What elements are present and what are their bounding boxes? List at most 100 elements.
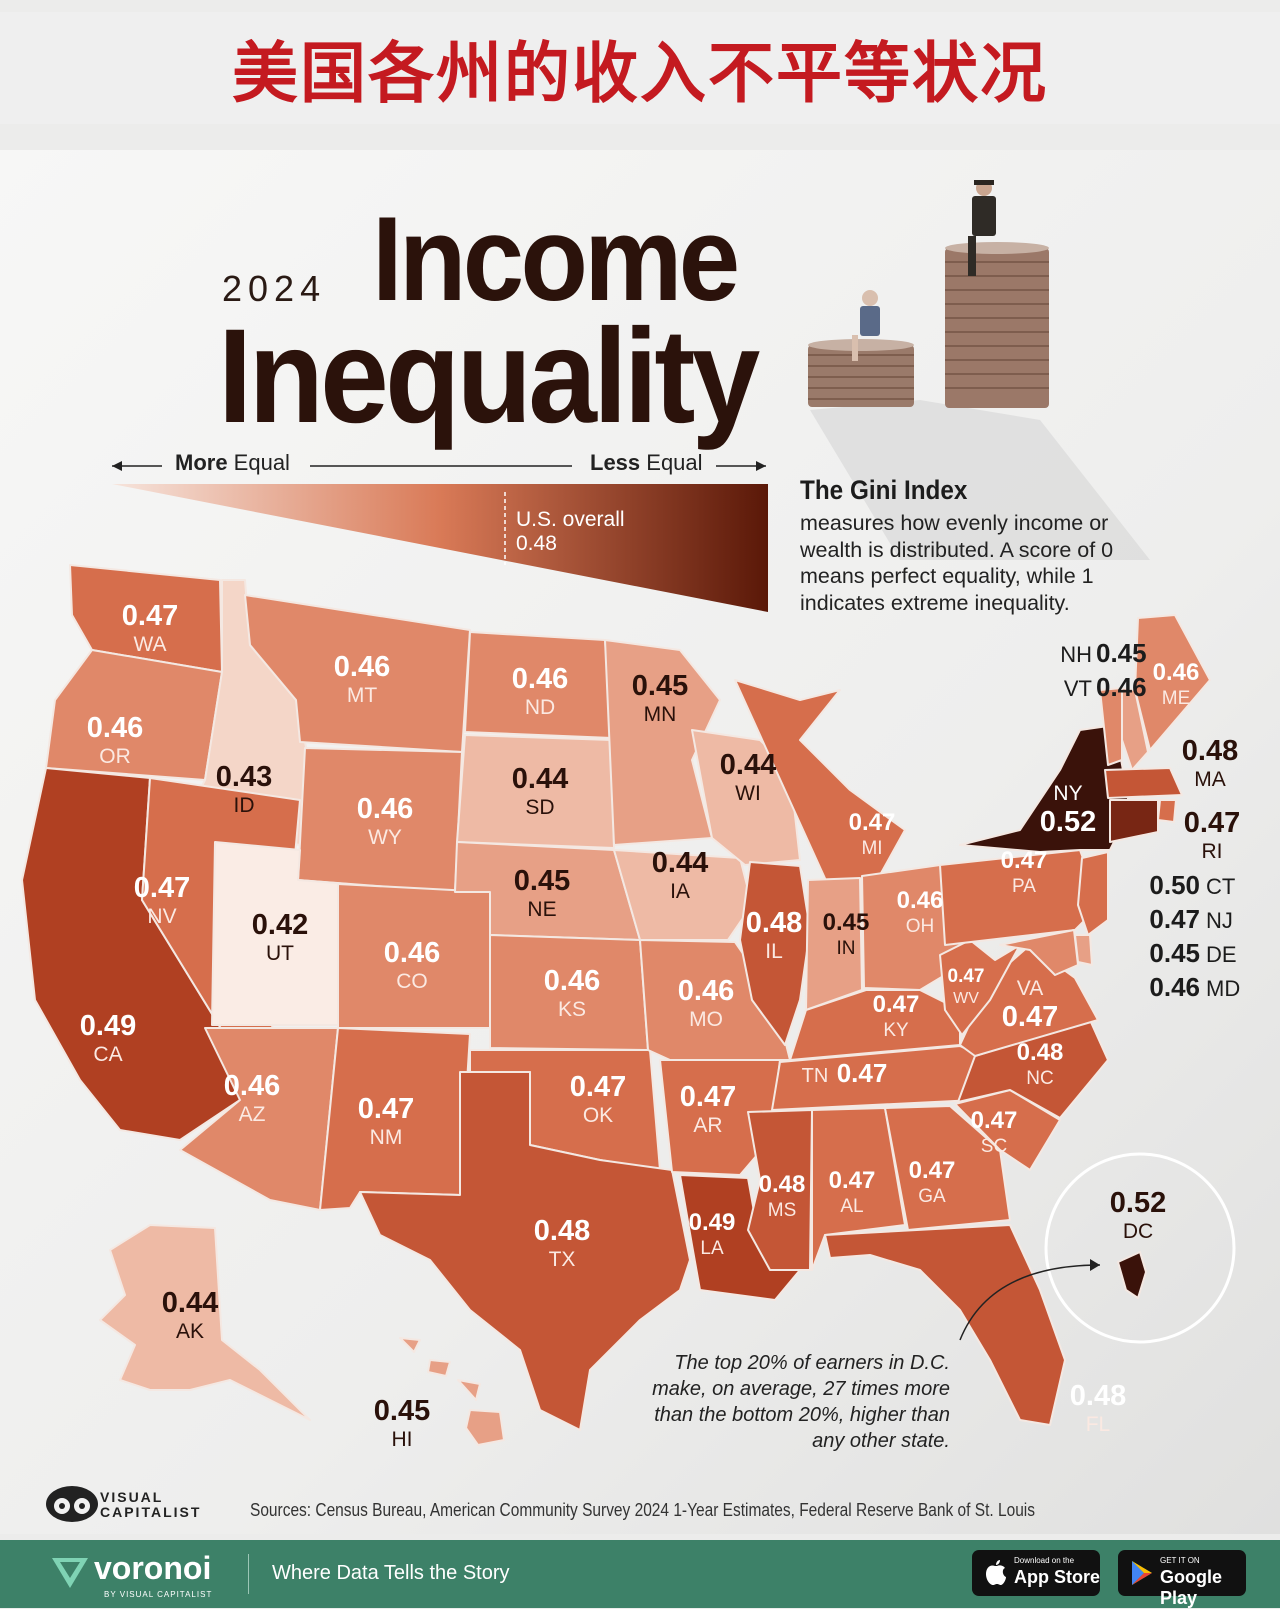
value-pa: 0.47: [1001, 847, 1048, 874]
overall-value: 0.48: [516, 532, 557, 555]
value-in: 0.45: [823, 909, 870, 936]
state-vt: [1099, 687, 1123, 766]
title-line-2: Inequality: [218, 302, 760, 451]
voronoi-brand[interactable]: voronoi: [94, 1550, 212, 1586]
code-md: MD: [1206, 976, 1240, 1001]
code-ca: CA: [93, 1043, 122, 1066]
code-mn: MN: [644, 703, 677, 726]
code-dc: DC: [1123, 1220, 1153, 1243]
state-label-de: 0.45 DE: [1149, 938, 1236, 968]
code-tn: TN: [802, 1065, 829, 1087]
dc-callout-arrow: [959, 1264, 1101, 1341]
footer-divider: [248, 1554, 249, 1594]
code-ny: NY: [1053, 782, 1082, 805]
value-tx: 0.48: [534, 1215, 590, 1247]
code-nm: NM: [370, 1126, 403, 1149]
code-mo: MO: [689, 1008, 723, 1031]
code-hi: HI: [392, 1428, 413, 1451]
code-ks: KS: [558, 998, 586, 1021]
value-az: 0.46: [224, 1070, 280, 1102]
footer-tagline: Where Data Tells the Story: [272, 1562, 510, 1584]
code-sd: SD: [525, 796, 554, 819]
year-label: 2024: [222, 268, 327, 309]
code-nh: NH: [1060, 642, 1092, 667]
value-or: 0.46: [87, 712, 143, 744]
state-label-wv: 0.47 WV: [948, 966, 985, 1007]
sources: Sources: Census Bureau, American Communi…: [250, 1500, 1035, 1520]
dc-inset-circle: [1044, 1152, 1236, 1344]
state-label-nj: 0.47 NJ: [1149, 904, 1233, 934]
banner: 美国各州的收入不平等状况: [0, 12, 1280, 124]
value-tn: 0.47: [837, 1058, 888, 1088]
code-nj: NJ: [1206, 908, 1233, 933]
state-al: [811, 1107, 906, 1271]
state-mn: [604, 639, 721, 846]
value-ma: 0.48: [1182, 735, 1238, 767]
code-vt: VT: [1064, 676, 1092, 701]
value-mo: 0.46: [678, 975, 734, 1007]
value-vt: 0.46: [1096, 672, 1147, 702]
value-nj: 0.47: [1149, 904, 1200, 934]
code-al: AL: [840, 1196, 863, 1217]
value-mi: 0.47: [849, 809, 896, 836]
value-hi: 0.45: [374, 1395, 430, 1427]
code-ne: NE: [527, 898, 556, 921]
value-wi: 0.44: [720, 749, 776, 781]
google-play-button[interactable]: GET IT ON Google Play: [1118, 1550, 1246, 1608]
state-md: [999, 929, 1079, 976]
coin-stacks-illustration: [808, 180, 1150, 560]
value-wv: 0.47: [948, 966, 985, 987]
state-ia: [613, 849, 753, 941]
app-store-button[interactable]: Download on the App Store: [972, 1550, 1100, 1596]
code-de: DE: [1206, 942, 1237, 967]
gradient-scale: [112, 484, 768, 612]
code-ut: UT: [266, 942, 294, 965]
code-id: ID: [234, 794, 255, 817]
value-sd: 0.44: [512, 763, 568, 795]
value-ga: 0.47: [909, 1157, 956, 1184]
state-in: [805, 877, 863, 1011]
code-ak: AK: [176, 1320, 204, 1343]
code-sc: SC: [981, 1136, 1007, 1157]
value-wa: 0.47: [122, 600, 178, 632]
gini-title: The Gini Index: [800, 475, 968, 505]
state-or: [45, 649, 223, 781]
state-sd: [456, 734, 615, 849]
code-ky: KY: [883, 1020, 909, 1041]
code-oh: OH: [906, 916, 935, 937]
footer-bar: voronoi BY VISUAL CAPITALIST Where Data …: [0, 1540, 1280, 1608]
value-ok: 0.47: [570, 1071, 626, 1103]
state-ma: [1104, 767, 1183, 799]
value-fl: 0.48: [1070, 1380, 1126, 1412]
value-oh: 0.46: [897, 887, 944, 914]
value-al: 0.47: [829, 1167, 876, 1194]
code-ok: OK: [583, 1104, 613, 1127]
code-ct: CT: [1206, 874, 1235, 899]
value-nc: 0.48: [1017, 1039, 1064, 1066]
code-co: CO: [396, 970, 428, 993]
state-ri: [1157, 799, 1177, 823]
code-pa: PA: [1012, 876, 1036, 897]
value-ia: 0.44: [652, 847, 708, 879]
state-mt: [244, 594, 471, 753]
code-il: IL: [765, 940, 783, 963]
